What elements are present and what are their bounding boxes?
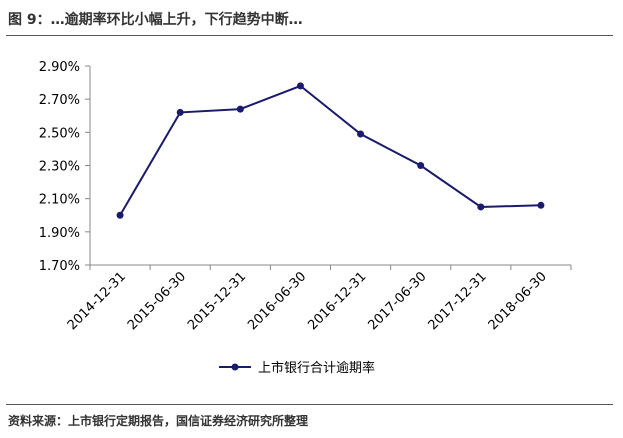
legend-label: 上市银行合计逾期率 bbox=[258, 360, 375, 376]
data-point bbox=[176, 108, 184, 116]
series-line bbox=[119, 84, 541, 216]
x-tick-label: 2014-12-31 bbox=[65, 269, 129, 333]
data-point bbox=[236, 105, 244, 113]
y-tick-label: 2.30% bbox=[39, 160, 80, 175]
data-point bbox=[417, 162, 425, 169]
data-point bbox=[477, 203, 485, 211]
x-tick-label: 2017-06-30 bbox=[365, 269, 429, 333]
y-tick-label: 2.70% bbox=[39, 93, 80, 108]
x-tick-label: 2015-12-31 bbox=[185, 269, 249, 333]
y-tick-label: 2.90% bbox=[39, 60, 80, 75]
y-tick-label: 2.10% bbox=[39, 193, 80, 208]
x-tick-label: 2016-06-30 bbox=[245, 269, 309, 333]
source-note: 资料来源：上市银行定期报告，国信证券经济研究所整理 bbox=[8, 414, 309, 428]
y-axis-ticks: 2.90% 2.70% 2.50% 2.30% 2.10% 1.90% 1.70% bbox=[39, 60, 90, 274]
x-tick-label: 2015-06-30 bbox=[125, 269, 189, 333]
data-point bbox=[357, 130, 365, 138]
chart-axes bbox=[89, 66, 571, 266]
figure-caption: 图 9：…逾期率环比小幅上升，下行趋势中断… bbox=[8, 12, 303, 28]
data-point bbox=[116, 211, 124, 219]
series-layer bbox=[116, 82, 545, 219]
x-axis-ticks: 2014-12-312015-06-302015-12-312016-06-30… bbox=[65, 265, 572, 333]
y-tick-label: 1.70% bbox=[39, 259, 80, 274]
x-tick-label: 2016-12-31 bbox=[305, 269, 369, 333]
bottom-rule bbox=[6, 404, 613, 405]
y-tick-label: 1.90% bbox=[39, 226, 80, 241]
data-point bbox=[537, 201, 545, 209]
top-rule bbox=[6, 35, 613, 36]
data-point bbox=[296, 82, 304, 90]
x-tick-label: 2018-06-30 bbox=[486, 269, 550, 333]
y-tick-label: 2.50% bbox=[39, 126, 80, 141]
legend-marker bbox=[231, 363, 239, 371]
x-tick-label: 2017-12-31 bbox=[426, 269, 490, 333]
legend: 上市银行合计逾期率 bbox=[219, 360, 375, 376]
